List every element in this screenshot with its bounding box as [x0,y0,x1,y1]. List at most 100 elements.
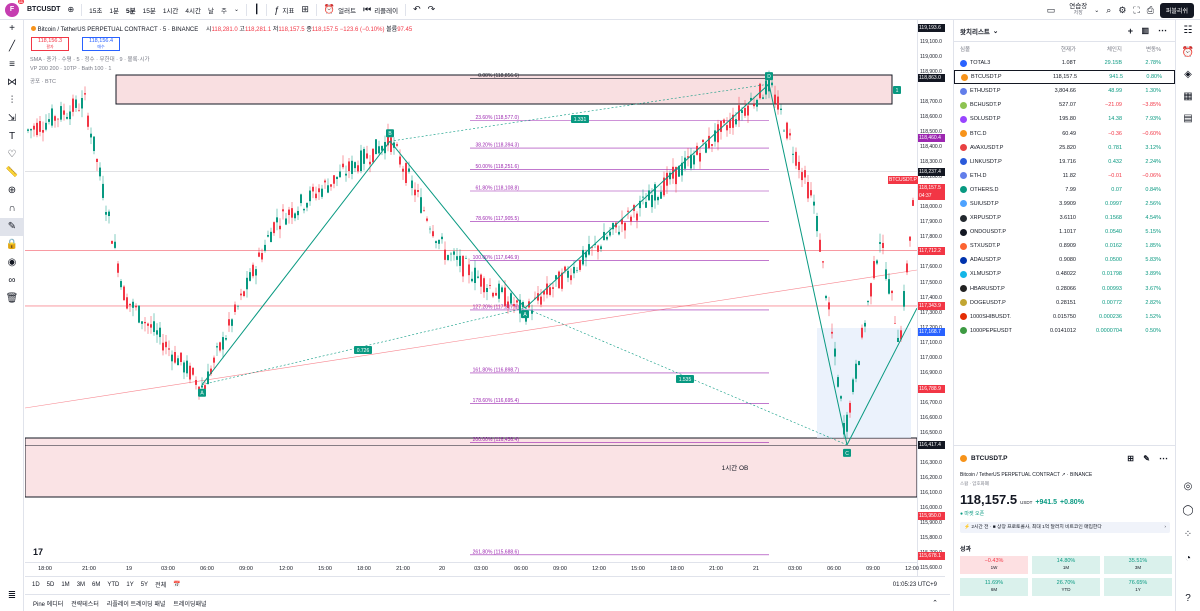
object-tree-icon[interactable]: ≣ [7,590,17,601]
hotlist-icon[interactable]: ▦ [1183,91,1193,102]
interval-1m[interactable]: 1분 [109,7,119,15]
horizontal-lines-icon[interactable]: ≡ [9,59,15,70]
indicators-button[interactable]: 지표 [282,7,295,15]
undo-icon[interactable]: ↶ [413,4,421,14]
interval-15s[interactable]: 15초 [89,7,103,15]
watchlist-row[interactable]: AVAXUSDT.P 25.820 0.781 3.12% [954,141,1175,155]
candle-type-icon[interactable]: ┃ [253,4,260,14]
ruler-icon[interactable]: 📏 [5,167,19,178]
indicator-vp[interactable]: VP 200 200 · 10TP · Bath 100 · 1 [30,66,112,72]
range-all[interactable]: 전체 [155,583,167,589]
ideas-icon[interactable]: ◎ [1183,481,1193,492]
add-compare-icon[interactable]: ⊕ [67,5,75,14]
heart-icon[interactable]: ♡ [7,149,17,160]
indicator-sma[interactable]: SMA · 종가 · 수평 · 5 · 정수 · 무한대 · 9 · 볼록·시가 [30,57,150,63]
watchlist-row[interactable]: 1000SHIBUSDT. 0.015750 0.000236 1.52% [954,310,1175,324]
zoom-in-icon[interactable]: ⊕ [7,185,17,196]
link-icon[interactable]: ∞ [8,275,16,286]
watchlist-icon[interactable]: ☷ [1183,25,1193,36]
interval-15m[interactable]: 15분 [142,7,156,15]
time-axis[interactable]: 18:00 21:00 19 03:00 06:00 09:00 12:00 15:00 18:… [25,562,919,576]
interval-5m[interactable]: 5분 [125,7,136,15]
chevron-down-icon[interactable]: ⌄ [992,27,999,35]
tab-strategy-tester[interactable]: 전략테스터 [71,601,99,608]
buy-button[interactable]: 118,156.4 매수 [82,37,120,51]
alerts-icon[interactable]: ⏰ [1181,47,1195,58]
range-1m[interactable]: 1M [61,581,70,588]
calendar-icon[interactable]: ▤ [1183,113,1193,124]
replay-icon[interactable]: ⏮ [363,4,372,14]
watchlist-row[interactable]: LINKUSDT.P 19.716 0.432 2.24% [954,155,1175,169]
watchlist-row[interactable]: BTCUSDT.P 118,157.5 941.5 0.80% [954,70,1175,85]
indicators-icon[interactable]: ƒ [274,4,280,15]
practice-layout[interactable]: 연습장 저장 [1069,3,1087,16]
interval-4h[interactable]: 4시간 [185,7,201,15]
lock-icon[interactable]: 🔒 [5,239,19,250]
range-3m[interactable]: 3M [76,581,86,588]
watchlist-row[interactable]: TOTAL3 1.08T 29.15B 2.78% [954,56,1175,70]
chat-icon[interactable]: ◯ [1182,505,1194,516]
layers-icon[interactable]: ◈ [1184,69,1192,80]
legend-title[interactable]: Bitcoin / TetherUS PERPETUAL CONTRACT · … [37,27,199,33]
watchlist-row[interactable]: 1000PEPEUSDT 0.0141012 0.0000704 0.50% [954,324,1175,338]
range-1d[interactable]: 1D [32,581,40,588]
advanced-view-icon[interactable]: ▥ [1141,26,1149,35]
watchlist-row[interactable]: ETH.D 11.82 −0.01 −0.06% [954,169,1175,183]
eye-icon[interactable]: ◉ [7,257,17,268]
chart-area[interactable]: A B A D C 1 1.331 0.726 1.535 1시간 OB 0.00% (118,85… [25,20,945,576]
chevron-down-icon[interactable]: ⌄ [1094,7,1100,14]
help-icon[interactable]: ? [1185,593,1191,604]
watchlist-row[interactable]: BCHUSDT.P 527.07 −21.09 −3.85% [954,98,1175,112]
watchlist-title[interactable]: 왓치리스트 [960,28,990,36]
fib-icon[interactable]: ⫶ [10,95,14,106]
more-icon[interactable]: ⋯ [1159,452,1168,463]
camera-icon[interactable]: ⎙ [1146,4,1154,15]
interval-day[interactable]: 날 [207,7,214,15]
more-icon[interactable]: ⋯ [1158,25,1167,35]
alarm-icon[interactable]: ⏰ [323,4,336,14]
price-axis[interactable]: 119,100.0 119,000.0 118,900.0 118,700.0 118,… [888,20,945,576]
range-ytd[interactable]: YTD [107,581,120,588]
avatar[interactable]: F 11 [5,0,24,17]
layout-grid-icon[interactable]: ⊞ [1127,453,1134,463]
lock-drawing-icon[interactable]: ✎ [0,218,24,236]
pattern-icon[interactable]: ⋈ [7,77,17,88]
settings-icon[interactable]: ⚙ [1118,4,1127,15]
range-6m[interactable]: 6M [92,581,101,588]
indicator-misc[interactable]: 공포 · BTC [30,79,57,85]
tab-trading-panel[interactable]: 트레이딩패널 [173,601,207,608]
add-symbol-icon[interactable]: + [1127,25,1133,36]
text-icon[interactable]: T [8,131,16,142]
watchlist-row[interactable]: BTC.D 60.49 −0.36 −0.60% [954,126,1175,140]
col-change-pct[interactable]: 변동% [1145,47,1161,53]
interval-week[interactable]: 주 [220,7,227,15]
alerts-button[interactable]: 얼러트 [338,7,357,15]
details-symbol[interactable]: BTCUSDT.P [971,454,1008,462]
replay-button[interactable]: 리플레이 [374,7,399,15]
chart-canvas[interactable]: A B A D C 1 1.331 0.726 1.535 1시간 OB 0.00% (118,85… [25,20,917,562]
watchlist-row[interactable]: OTHERS.D 7.99 0.07 0.84% [954,183,1175,197]
watchlist-row[interactable]: ETHUSDT.P 3,804.66 48.99 1.30% [954,84,1175,98]
clock[interactable]: 01:05:23 UTC+9 [892,581,937,588]
layout-icon[interactable]: ▭ [1046,4,1056,15]
watchlist-row[interactable]: XLMUSDT.P 0.48022 0.01798 3.89% [954,267,1175,281]
watchlist-row[interactable]: ONDOUSDT.P 1.1017 0.0540 5.15% [954,225,1175,239]
watchlist-row[interactable]: STXUSDT.P 0.8909 0.0162 1.85% [954,239,1175,253]
watchlist-row[interactable]: SUIUSDT.P 3.9909 0.0997 2.56% [954,197,1175,211]
fullscreen-icon[interactable]: ⛶ [1133,4,1140,15]
templates-icon[interactable]: ⊞ [301,4,309,14]
range-1y[interactable]: 1Y [126,581,134,588]
col-symbol[interactable]: 심볼 [960,47,971,53]
goto-date-icon[interactable]: 📅 [173,582,181,588]
chevron-down-icon[interactable]: ⌄ [233,7,239,13]
trash-icon[interactable]: 🗑 [5,293,19,304]
watchlist-row[interactable]: SOLUSDT.P 195.80 14.38 7.93% [954,112,1175,126]
tab-pine-editor[interactable]: Pine 에디터 [33,601,64,608]
redo-icon[interactable]: ↷ [427,4,436,14]
range-5d[interactable]: 5D [46,581,55,588]
tab-replay-trading[interactable]: 리플레이 트레이딩 패널 [106,601,166,608]
collapse-icon[interactable]: ⌃ [932,600,938,607]
watchlist-row[interactable]: HBARUSDT.P 0.28066 0.00993 3.67% [954,282,1175,296]
col-last[interactable]: 현재가 [1060,47,1076,53]
watchlist-row[interactable]: ADAUSDT.P 0.9080 0.0500 5.83% [954,253,1175,267]
